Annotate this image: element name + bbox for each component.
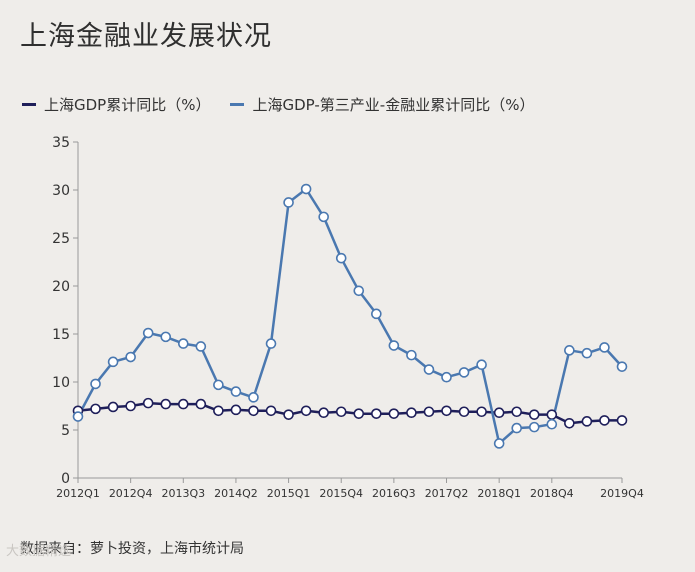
y-tick-label: 15 (52, 327, 70, 343)
data-point-finance (318, 211, 329, 223)
data-point-gdp (195, 398, 207, 410)
data-point-finance (107, 356, 119, 368)
data-point-gdp (125, 400, 136, 412)
data-point-finance (476, 359, 487, 371)
data-point-finance (616, 361, 628, 372)
x-tick-label: 2012Q1 (56, 487, 100, 500)
data-point-gdp (423, 406, 435, 418)
data-point-gdp (353, 408, 365, 419)
data-point-finance (160, 331, 172, 343)
x-tick-label: 2016Q3 (372, 487, 416, 500)
data-point-gdp (564, 417, 575, 429)
data-point-finance (265, 338, 277, 349)
series-line-finance (76, 187, 623, 445)
legend-item-gdp: 上海GDP累计同比（%） (22, 94, 210, 115)
x-tick-label: 2017Q2 (425, 487, 469, 500)
data-point-gdp (107, 401, 119, 413)
data-point-gdp (476, 406, 487, 418)
data-point-gdp (283, 409, 294, 420)
data-point-finance (528, 421, 540, 433)
data-point-finance (493, 438, 505, 449)
x-tick-label: 2013Q3 (161, 487, 205, 500)
legend-swatch-finance (230, 103, 245, 106)
data-point-gdp (528, 409, 540, 420)
y-tick-label: 10 (52, 375, 70, 391)
data-point-finance (564, 345, 575, 356)
data-point-finance (335, 252, 347, 264)
data-point-gdp (511, 406, 523, 418)
data-point-finance (353, 285, 365, 297)
data-point-gdp (546, 409, 558, 420)
y-tick-label: 25 (52, 231, 70, 247)
legend-item-finance: 上海GDP-第三产业-金融业累计同比（%） (230, 94, 534, 115)
data-point-gdp (616, 415, 628, 426)
data-point-gdp (230, 404, 242, 416)
data-point-finance (142, 327, 154, 339)
data-point-finance (283, 197, 294, 208)
x-tick-label: 2015Q4 (319, 487, 363, 500)
data-point-gdp (160, 398, 172, 410)
data-point-finance (511, 422, 523, 434)
y-tick-label: 5 (61, 423, 70, 439)
data-point-finance (441, 371, 452, 383)
y-tick-label: 20 (52, 279, 70, 295)
data-point-gdp (318, 407, 329, 419)
data-point-finance (177, 338, 189, 349)
legend-label-finance: 上海GDP-第三产业-金融业累计同比（%） (252, 96, 535, 114)
data-point-gdp (142, 397, 154, 409)
y-tick-label: 35 (52, 135, 70, 151)
data-point-gdp (599, 415, 610, 426)
data-point-gdp (213, 405, 224, 417)
data-point-gdp (371, 408, 382, 419)
data-point-gdp (177, 398, 189, 410)
data-point-gdp (493, 407, 505, 419)
data-point-finance (581, 347, 593, 359)
data-point-finance (213, 379, 224, 391)
data-point-finance (248, 392, 259, 403)
data-point-finance (458, 367, 470, 378)
data-point-finance (90, 378, 101, 390)
legend: 上海GDP累计同比（%） 上海GDP-第三产业-金融业累计同比（%） (22, 94, 554, 115)
x-tick-label: 2014Q2 (214, 487, 258, 500)
data-point-finance (423, 364, 435, 375)
x-tick-label: 2018Q4 (530, 487, 574, 500)
legend-label-gdp: 上海GDP累计同比（%） (44, 96, 211, 114)
y-tick-label: 30 (52, 183, 70, 199)
data-point-finance (599, 342, 610, 353)
x-tick-label: 2019Q4 (600, 487, 644, 500)
data-point-finance (300, 183, 312, 195)
x-tick-label: 2018Q1 (477, 487, 521, 500)
data-point-finance (72, 411, 84, 422)
chart-title: 上海金融业发展状况 (20, 21, 272, 52)
data-point-finance (125, 351, 136, 363)
y-tick-label: 0 (61, 471, 70, 487)
legend-swatch-gdp (22, 103, 36, 106)
watermark: 大数据精选 (6, 544, 72, 559)
data-point-finance (546, 418, 558, 430)
data-point-gdp (300, 405, 312, 417)
data-point-gdp (441, 405, 452, 417)
series-line-gdp (77, 401, 622, 425)
data-point-finance (371, 308, 382, 320)
data-point-finance (195, 341, 207, 352)
data-point-gdp (581, 416, 593, 427)
data-point-gdp (406, 407, 417, 419)
x-tick-label: 2012Q4 (109, 487, 153, 500)
data-point-finance (388, 340, 400, 351)
data-point-gdp (458, 406, 470, 418)
source-note: 数据来自：萝卜投资，上海市统计局 (20, 541, 244, 557)
x-tick-label: 2015Q1 (267, 487, 311, 500)
data-point-gdp (248, 405, 259, 417)
data-point-gdp (335, 406, 347, 418)
data-point-finance (406, 349, 417, 361)
data-point-gdp (388, 408, 400, 419)
data-point-gdp (90, 403, 101, 415)
data-point-finance (230, 386, 242, 397)
data-point-gdp (265, 405, 277, 417)
